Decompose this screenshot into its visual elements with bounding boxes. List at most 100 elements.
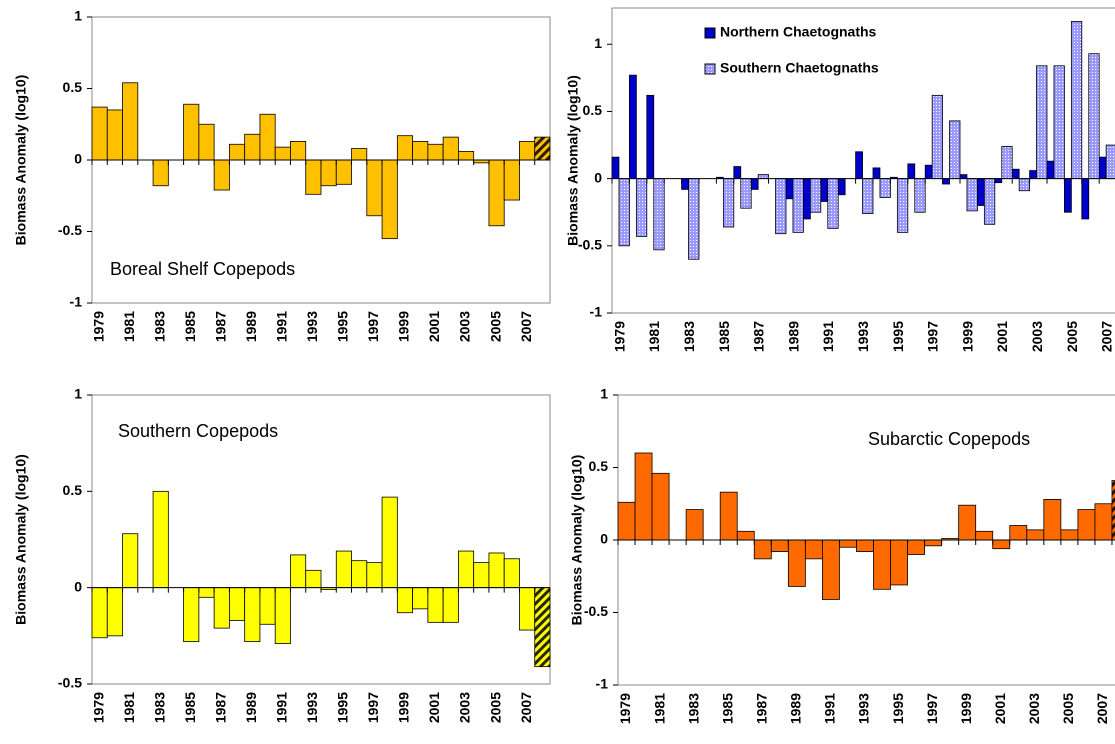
bar <box>396 135 414 161</box>
bar <box>244 587 261 643</box>
bar <box>244 133 261 161</box>
bar <box>427 587 444 623</box>
panel: -1 -0.5 0 0.5 1 Biomass Anomaly (log10) Northe… <box>565 7 1115 352</box>
bar <box>442 587 459 623</box>
bar <box>335 550 352 589</box>
x-tick-label: 2003 <box>1029 321 1045 352</box>
bar <box>457 151 475 161</box>
x-tick-label: 1991 <box>274 311 290 342</box>
bar <box>839 539 857 548</box>
bar <box>651 472 670 541</box>
x-tick-label: 1981 <box>651 693 667 724</box>
y-tick-label: 0 <box>74 578 82 594</box>
bar <box>750 178 759 190</box>
x-tick-label: 2007 <box>1099 321 1115 352</box>
bar <box>91 106 108 161</box>
bar <box>457 550 475 589</box>
panel: -0.5 0 0.5 1 Biomass Anomaly (log10) 1979 1981… <box>13 386 551 723</box>
bar <box>335 159 352 185</box>
x-tick-label: 1987 <box>751 321 767 352</box>
y-tick-label: 0.5 <box>589 458 609 474</box>
x-tick-label: 1999 <box>396 692 412 723</box>
bar <box>617 501 636 541</box>
x-tick-label: 2007 <box>518 311 534 342</box>
bar <box>213 159 230 191</box>
bar <box>152 159 169 187</box>
bar <box>872 167 881 180</box>
bar <box>770 539 789 553</box>
bar <box>1105 144 1115 180</box>
bar <box>653 178 665 251</box>
bar <box>503 159 520 201</box>
bar <box>685 509 704 541</box>
panel: -1 -0.5 0 0.5 1 Biomass Anomaly (log10) 1979 19… <box>13 8 551 342</box>
x-tick-label: 2005 <box>1064 321 1080 352</box>
bar <box>820 178 829 202</box>
bar <box>1001 145 1013 180</box>
bar <box>198 587 215 598</box>
y-axis-title: Biomass Anomaly (log10) <box>13 75 29 246</box>
bar <box>1009 525 1028 541</box>
x-tick-label: 1985 <box>719 693 735 724</box>
bar <box>1053 65 1065 180</box>
y-tick-label: -0.5 <box>58 222 82 238</box>
panel: -1 -0.5 0 0.5 1 Biomass Anomaly (log10) 1979 19… <box>569 386 1115 724</box>
bar <box>924 539 943 547</box>
bar <box>473 562 490 589</box>
y-tick-label: -1 <box>596 676 609 692</box>
bar-hatch <box>1111 480 1115 540</box>
x-tick-label: 1985 <box>182 311 198 342</box>
bar-hatch <box>534 137 550 160</box>
bar <box>862 178 874 214</box>
bar <box>122 82 139 161</box>
bar <box>733 166 742 180</box>
x-tick-label: 1981 <box>121 311 137 342</box>
bar <box>1046 160 1055 180</box>
bar <box>228 587 246 621</box>
x-tick-label: 1995 <box>335 692 351 723</box>
bar <box>305 569 322 589</box>
y-axis-title: Biomass Anomaly (log10) <box>13 454 29 625</box>
bar <box>1018 178 1030 192</box>
bar <box>757 174 769 180</box>
bar <box>152 490 169 589</box>
x-tick-label: 2001 <box>992 693 1008 724</box>
bar <box>994 178 1003 184</box>
bar <box>646 94 655 180</box>
bar <box>1043 498 1062 541</box>
plot-area <box>611 7 1115 314</box>
bar <box>91 587 108 639</box>
bar <box>183 587 200 643</box>
x-tick-label: 1989 <box>243 692 259 723</box>
bar <box>975 530 994 541</box>
x-tick-label: 1983 <box>151 692 167 723</box>
x-tick-label: 1997 <box>924 693 940 724</box>
bar <box>1070 21 1083 180</box>
x-tick-label: 1997 <box>365 311 381 342</box>
bar <box>503 558 520 589</box>
x-tick-label: 2001 <box>426 311 442 342</box>
y-tick-label: 1 <box>74 386 82 402</box>
bar <box>907 539 925 555</box>
x-tick-label: 1999 <box>959 321 975 352</box>
bar <box>959 174 968 180</box>
x-tick-label: 1989 <box>243 311 259 342</box>
bar <box>785 178 794 200</box>
bar <box>259 587 276 625</box>
bar <box>949 120 961 180</box>
legend-label: Northern Chaetognaths <box>720 24 877 40</box>
bar <box>856 539 874 553</box>
x-tick-label: 1999 <box>958 693 974 724</box>
x-tick-label: 1989 <box>788 693 804 724</box>
x-tick-label: 2007 <box>1094 693 1110 724</box>
y-tick-label: 0.5 <box>63 79 83 95</box>
x-tick-label: 2003 <box>457 692 473 723</box>
x-tick-label: 2005 <box>487 692 503 723</box>
bar <box>879 178 891 198</box>
bar <box>958 504 977 541</box>
y-tick-label: -0.5 <box>578 237 602 253</box>
bar <box>488 552 505 589</box>
bar <box>890 539 908 586</box>
bar <box>1029 170 1037 180</box>
annotation: Subarctic Copepods <box>868 429 1030 449</box>
